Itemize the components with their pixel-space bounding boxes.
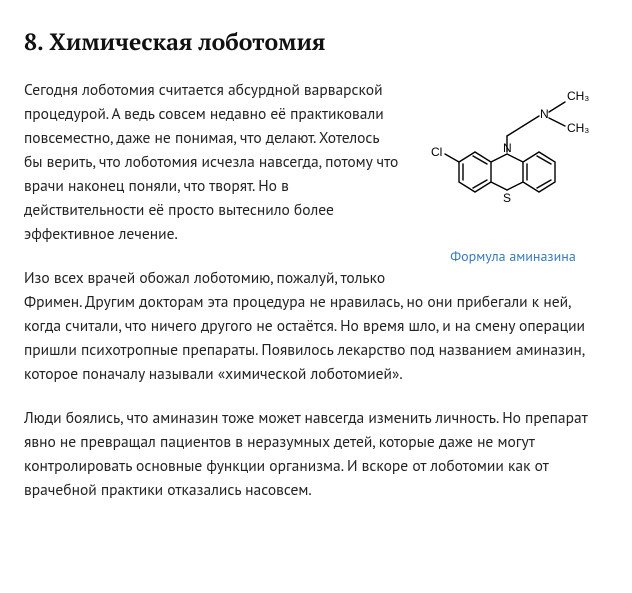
figure-caption: Формула аминазина [418, 246, 608, 268]
chemical-structure-figure: Cl N S N CH₃ CH₃ Формула аминазина [418, 80, 608, 268]
section-heading: 8. Химическая лоботомия [24, 24, 608, 60]
label-s: S [503, 191, 511, 205]
label-ch3-top: CH₃ [567, 89, 589, 103]
chlorpromazine-structure-svg: Cl N S N CH₃ CH₃ [423, 80, 603, 240]
label-n-chain: N [540, 107, 549, 121]
label-cl: Cl [431, 145, 442, 159]
paragraph-3: Люди боялись, что аминазин тоже может на… [24, 406, 608, 502]
paragraph-2: Изо всех врачей обожал лоботомию, пожалу… [24, 266, 608, 386]
label-ch3-bot: CH₃ [567, 121, 589, 135]
label-n-ring: N [503, 141, 512, 155]
